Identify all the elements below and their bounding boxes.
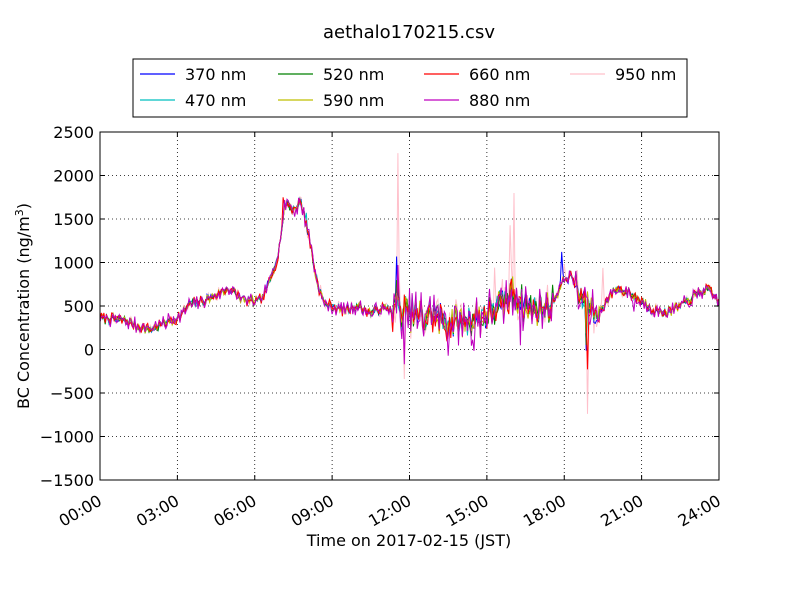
legend-label: 520 nm <box>323 65 384 84</box>
y-tick-label: −500 <box>50 384 94 403</box>
legend-label: 660 nm <box>469 65 530 84</box>
x-tick-label: 09:00 <box>288 491 337 531</box>
y-tick-label: 500 <box>63 297 94 316</box>
y-tick-label: 1500 <box>53 210 94 229</box>
y-tick-label: 0 <box>84 341 94 360</box>
series-line-880-nm <box>99 197 720 365</box>
x-axis-label: Time on 2017-02-15 (JST) <box>306 531 511 550</box>
x-tick-label: 12:00 <box>365 491 414 531</box>
y-tick-label: −1500 <box>40 471 94 490</box>
y-tick-label: 2000 <box>53 167 94 186</box>
legend-label: 370 nm <box>185 65 246 84</box>
x-tick-label: 00:00 <box>56 491 105 531</box>
chart-title: aethalo170215.csv <box>323 22 495 43</box>
x-tick-label: 03:00 <box>133 491 182 531</box>
legend-box <box>132 58 688 118</box>
x-tick-label: 21:00 <box>597 491 646 531</box>
x-tick-label: 24:00 <box>675 491 724 531</box>
legend-label: 880 nm <box>469 91 530 110</box>
y-tick-label: 2500 <box>53 123 94 142</box>
plot-area <box>99 153 720 414</box>
x-tick-label: 06:00 <box>210 491 259 531</box>
legend: 370 nm 470 nm 520 nm 590 nm 660 nm 880 nm 950 … <box>132 58 688 118</box>
y-axis-label: BC Concentration (ng/m3) <box>13 203 33 409</box>
y-tick-label: −1000 <box>40 428 94 447</box>
y-tick-label: 1000 <box>53 254 94 273</box>
legend-label: 950 nm <box>615 65 676 84</box>
x-tick-label: 15:00 <box>442 491 491 531</box>
legend-label: 470 nm <box>185 91 246 110</box>
x-tick-label: 18:00 <box>520 491 569 531</box>
series-line-660-nm <box>99 197 720 370</box>
legend-label: 590 nm <box>323 91 384 110</box>
